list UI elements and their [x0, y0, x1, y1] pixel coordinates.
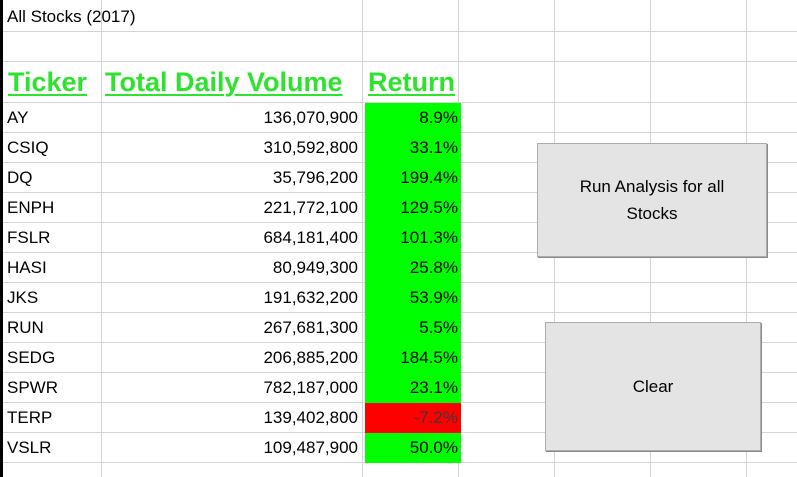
return-cell[interactable]: 25.8% — [365, 253, 461, 283]
table-row[interactable]: VSLR 109,487,900 50.0% — [3, 433, 461, 463]
table-row[interactable]: FSLR 684,181,400 101.3% — [3, 223, 461, 253]
row-gridline — [3, 102, 797, 103]
sheet-left-border — [0, 0, 3, 477]
volume-cell[interactable]: 136,070,900 — [263, 108, 358, 127]
return-cell[interactable]: 33.1% — [365, 133, 461, 163]
ticker-cell[interactable]: JKS — [7, 288, 39, 307]
volume-cell[interactable]: 191,632,200 — [263, 288, 358, 307]
header-total-daily-volume[interactable]: Total Daily Volume — [105, 67, 343, 97]
ticker-cell[interactable]: RUN — [7, 318, 44, 337]
table-row[interactable]: RUN 267,681,300 5.5% — [3, 313, 461, 343]
return-cell[interactable]: 8.9% — [365, 103, 461, 133]
table-row[interactable]: CSIQ 310,592,800 33.1% — [3, 133, 461, 163]
volume-cell[interactable]: 139,402,800 — [263, 408, 358, 427]
volume-cell[interactable]: 206,885,200 — [263, 348, 358, 367]
volume-cell[interactable]: 267,681,300 — [263, 318, 358, 337]
return-cell[interactable]: 53.9% — [365, 283, 461, 313]
row-gridline — [3, 31, 797, 32]
column-gridline — [101, 0, 102, 477]
ticker-cell[interactable]: SEDG — [7, 348, 56, 367]
volume-cell[interactable]: 35,796,200 — [272, 168, 358, 187]
ticker-cell[interactable]: SPWR — [7, 378, 58, 397]
return-cell[interactable]: 5.5% — [365, 313, 461, 343]
table-row[interactable]: AY 136,070,900 8.9% — [3, 103, 461, 133]
sheet-title-cell[interactable]: All Stocks (2017) — [7, 7, 136, 26]
table-row[interactable]: TERP 139,402,800 -7.2% — [3, 403, 461, 433]
volume-cell[interactable]: 221,772,100 — [263, 198, 358, 217]
run-analysis-button[interactable]: Run Analysis for all Stocks — [537, 143, 767, 257]
volume-cell[interactable]: 684,181,400 — [263, 228, 358, 247]
ticker-cell[interactable]: CSIQ — [7, 138, 49, 157]
table-row[interactable]: DQ 35,796,200 199.4% — [3, 163, 461, 193]
table-row[interactable]: JKS 191,632,200 53.9% — [3, 283, 461, 313]
table-row[interactable]: ENPH 221,772,100 129.5% — [3, 193, 461, 223]
return-cell[interactable]: 199.4% — [365, 163, 461, 193]
clear-button[interactable]: Clear — [545, 322, 761, 451]
header-return[interactable]: Return — [368, 67, 455, 97]
table-row[interactable]: HASI 80,949,300 25.8% — [3, 253, 461, 283]
ticker-cell[interactable]: VSLR — [7, 438, 52, 457]
volume-cell[interactable]: 109,487,900 — [263, 438, 358, 457]
header-ticker[interactable]: Ticker — [8, 67, 88, 97]
table-row[interactable]: SEDG 206,885,200 184.5% — [3, 343, 461, 373]
table-row[interactable]: SPWR 782,187,000 23.1% — [3, 373, 461, 403]
ticker-cell[interactable]: DQ — [7, 168, 33, 187]
return-cell[interactable]: 184.5% — [365, 343, 461, 373]
ticker-cell[interactable]: FSLR — [7, 228, 51, 247]
volume-cell[interactable]: 782,187,000 — [263, 378, 358, 397]
volume-cell[interactable]: 80,949,300 — [272, 258, 358, 277]
ticker-cell[interactable]: TERP — [7, 408, 53, 427]
volume-cell[interactable]: 310,592,800 — [263, 138, 358, 157]
ticker-cell[interactable]: ENPH — [7, 198, 55, 217]
return-cell[interactable]: 129.5% — [365, 193, 461, 223]
return-cell[interactable]: -7.2% — [365, 403, 461, 433]
return-cell[interactable]: 50.0% — [365, 433, 461, 463]
ticker-cell[interactable]: AY — [7, 108, 29, 127]
row-gridline — [3, 61, 797, 62]
ticker-cell[interactable]: HASI — [7, 258, 47, 277]
return-cell[interactable]: 101.3% — [365, 223, 461, 253]
return-cell[interactable]: 23.1% — [365, 373, 461, 403]
column-gridline — [362, 0, 363, 477]
